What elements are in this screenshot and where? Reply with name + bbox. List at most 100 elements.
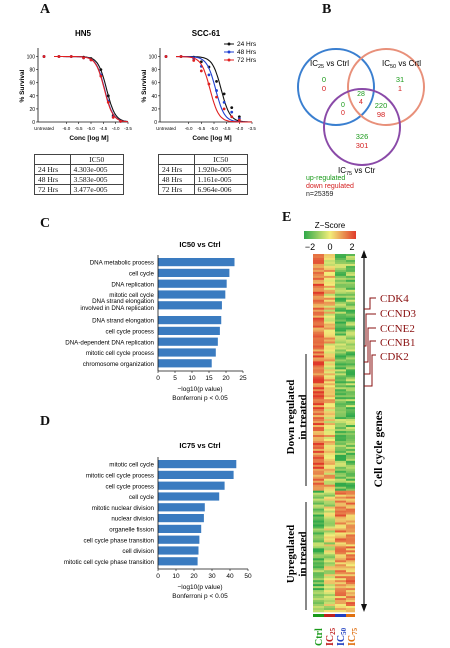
heatmap-cell [346, 550, 355, 553]
heatmap-cell [324, 546, 335, 549]
bar-category-label: mitotic nuclear division [92, 505, 155, 512]
y-tick-label: 60 [29, 81, 35, 87]
y-tick-label: 100 [149, 55, 158, 61]
x-tick-label: -5.5 [197, 126, 205, 131]
heatmap-cell [335, 257, 346, 261]
heatmap-cell [335, 508, 346, 511]
heatmap-cell [335, 373, 346, 376]
heatmap-cell [346, 333, 355, 336]
ic50-go-chart: IC50 vs Ctrl DNA metabolic process cell cy… [65, 240, 247, 402]
heatmap-cell [335, 598, 346, 601]
heatmap-cell [335, 383, 346, 386]
heatmap-cell [313, 484, 324, 487]
x-tick-label: 5 [173, 375, 177, 382]
heatmap-cell [313, 584, 324, 587]
heatmap-cell [324, 385, 335, 388]
heatmap-cells [313, 254, 355, 613]
heatmap-cell [324, 387, 335, 390]
heatmap-cell [324, 307, 335, 310]
heatmap-cell [324, 299, 335, 303]
heatmap-cell [346, 293, 355, 297]
heatmap-cell [346, 492, 355, 495]
heatmap-cell [335, 327, 346, 330]
heatmap-cell [324, 548, 335, 551]
heatmap-cell [313, 486, 324, 489]
data-point [215, 89, 218, 92]
panel-letter-b: B [322, 2, 332, 17]
gene-label-ccnb1: CCNB1 [380, 337, 415, 349]
venn-ic50-down: 1 [398, 84, 402, 93]
heatmap-cell [324, 444, 335, 448]
bar-category-label: mitotic cell cycle process [86, 350, 154, 357]
heatmap-cell [346, 560, 355, 563]
heatmap-cell [335, 604, 346, 607]
data-point [215, 80, 218, 83]
data-point [230, 115, 234, 119]
heatmap-cell [346, 442, 355, 446]
heatmap-cell [324, 460, 335, 464]
arrow-head-down [361, 604, 367, 612]
heatmap-cell [335, 293, 346, 297]
heatmap-cell [313, 393, 324, 396]
heatmap-cell [346, 514, 355, 517]
bar-category-label: cell cycle phase transition [83, 537, 154, 544]
heatmap-cell [335, 283, 346, 287]
legend-marker [227, 58, 231, 62]
heatmap-cell [335, 542, 346, 545]
heatmap-cell [346, 305, 355, 308]
heatmap-cell [324, 590, 335, 593]
heatmap-cell [313, 572, 324, 575]
heatmap-cell [335, 363, 346, 366]
heatmap-cell [313, 564, 324, 567]
x-tick-label: -4.5 [99, 126, 107, 131]
heatmap-cell [335, 313, 346, 316]
heatmap-cell [324, 405, 335, 408]
heatmap-cell [335, 584, 346, 587]
bar-category-label: cell cycle [129, 271, 155, 278]
heatmap-cell [313, 315, 324, 318]
heatmap-cell [346, 518, 355, 521]
col-strip-ctrl [313, 614, 324, 617]
chart-title: SCC-61 [192, 29, 221, 38]
heatmap-cell [346, 375, 355, 378]
heatmap-cell [324, 353, 335, 356]
heatmap-cell [313, 357, 324, 360]
heatmap-cell [335, 528, 346, 531]
heatmap-cell [335, 450, 346, 454]
heatmap-cell [324, 413, 335, 416]
heatmap-cell [346, 267, 355, 271]
heatmap-cell [324, 275, 335, 279]
heatmap-cell [346, 576, 355, 579]
heatmap-cell [346, 496, 355, 499]
heatmap-cell [335, 492, 346, 495]
bar-category-label: DNA metabolic process [90, 260, 154, 267]
heatmap-cell [346, 413, 355, 416]
bar [158, 326, 220, 335]
bar-category-label: mitotic cell cycle [109, 292, 154, 299]
heatmap-cell [335, 462, 346, 466]
venn-ic25-ic75-down: 0 [341, 110, 345, 117]
heatmap-cell [335, 482, 346, 486]
heatmap-cell [313, 259, 324, 263]
x-tick-label: 0 [156, 573, 160, 580]
heatmap-cell [335, 319, 346, 322]
heatmap-cell [335, 610, 346, 613]
heatmap-cell [313, 606, 324, 609]
heatmap-cell [346, 594, 355, 597]
panel-letter-e: E [282, 210, 292, 225]
heatmap-cell [346, 285, 355, 289]
bar [158, 524, 202, 533]
bar [158, 535, 200, 544]
heatmap-cell [313, 598, 324, 601]
scc61-chart: SCC-61 0 20 40 60 80 100 -6.0 -5.5 -5.0 -4.5 -4.0 -3… [141, 29, 257, 142]
heatmap-cell [346, 351, 355, 354]
heatmap-cell [346, 425, 355, 428]
heatmap-cell [335, 494, 346, 497]
heatmap-cell [346, 343, 355, 346]
heatmap-cell [313, 532, 324, 535]
heatmap-cell [313, 291, 324, 295]
heatmap-cell [346, 417, 355, 420]
heatmap-cell [313, 438, 324, 442]
data-point [199, 60, 203, 64]
heatmap-cell [346, 283, 355, 287]
